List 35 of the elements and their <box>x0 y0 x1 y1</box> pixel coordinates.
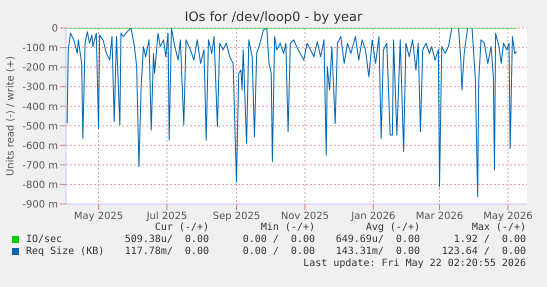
y-tick-label: -800 m <box>22 180 58 191</box>
text: Last update: Fri May 22 02:20:55 2026 <box>303 258 526 269</box>
y-tick-label: 0 <box>52 24 58 35</box>
text: Min (-/+) <box>260 222 315 233</box>
x-tick-label: Jul 2025 <box>146 211 188 222</box>
chart-title: IOs for /dev/loop0 - by year <box>184 10 364 25</box>
text: 0.00 / 0.00 <box>242 234 315 245</box>
legend-label: Req Size (KB) <box>26 246 104 257</box>
text: 649.69u/ 0.00 <box>336 234 420 245</box>
x-tick-label: Sep 2025 <box>212 211 260 222</box>
line-series <box>66 28 518 198</box>
legend-label: IO/sec <box>26 234 62 245</box>
y-tick-label: -900 m <box>22 200 58 211</box>
x-tick-label: May 2025 <box>74 211 124 222</box>
x-tick-label: May 2026 <box>483 211 533 222</box>
y-tick-label: -100 m <box>22 43 58 54</box>
y-axis-title: Units read (-) / write (+) <box>6 56 16 176</box>
y-tick-label: -500 m <box>22 121 58 132</box>
x-tick-label: Mar 2026 <box>416 211 464 222</box>
text: 117.78m/ 0.00 <box>124 246 209 257</box>
x-tick-label: Jan 2026 <box>350 211 396 222</box>
text: 0.00 / 0.00 <box>242 246 315 257</box>
y-tick-label: -200 m <box>22 62 58 74</box>
text: 1.92 / 0.00 <box>454 234 526 245</box>
y-tick-label: -600 m <box>22 140 58 152</box>
text: Max (-/+) <box>472 222 526 233</box>
x-tick-label: Nov 2025 <box>280 211 329 222</box>
text: 123.64 / 0.00 <box>442 246 526 257</box>
y-tick-label: -400 m <box>22 102 58 113</box>
text: Avg (-/+) <box>366 222 420 233</box>
text: 143.31m/ 0.00 <box>336 246 420 257</box>
y-tick-label: -300 m <box>22 82 58 94</box>
text: Cur (-/+) <box>154 222 209 233</box>
y-tick-label: -700 m <box>22 160 58 172</box>
text: 509.38u/ 0.00 <box>124 234 209 245</box>
